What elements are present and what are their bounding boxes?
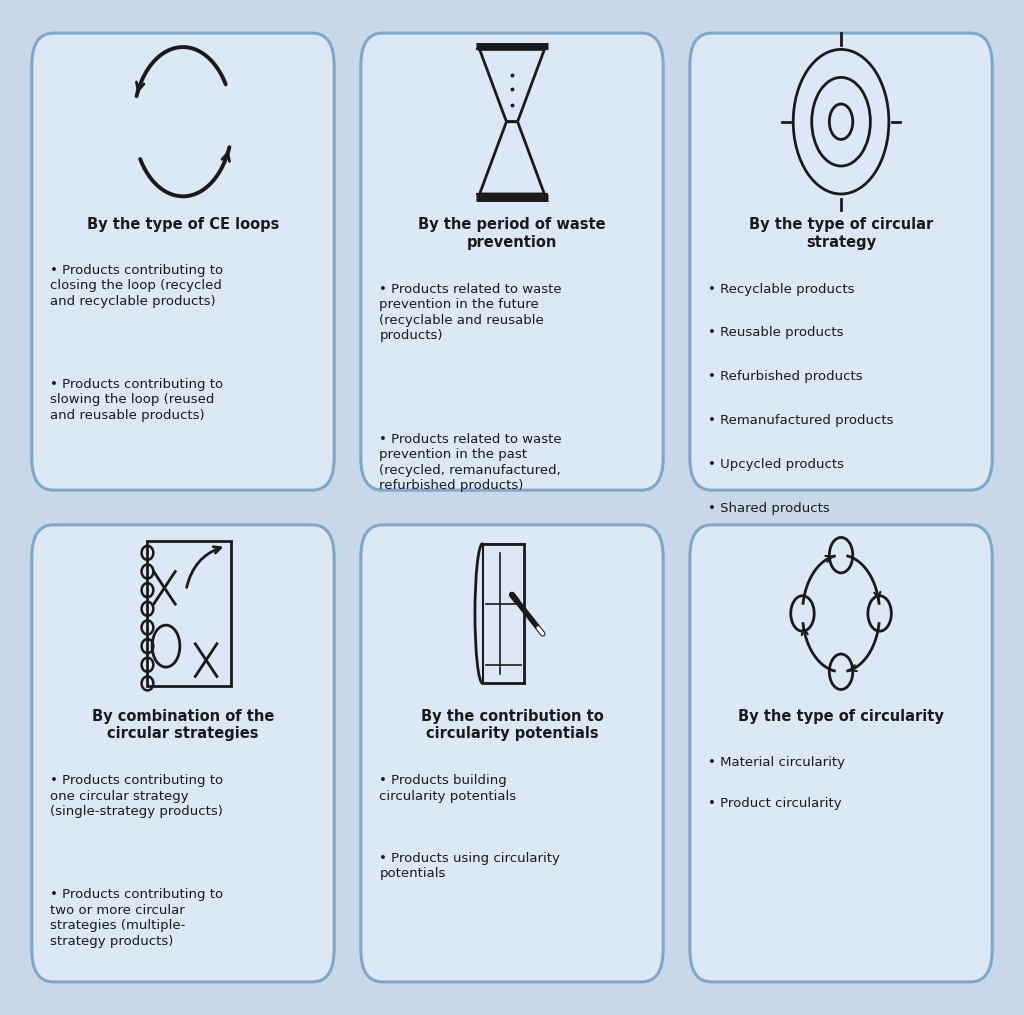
- FancyBboxPatch shape: [32, 525, 334, 982]
- FancyBboxPatch shape: [360, 525, 664, 982]
- Text: • Upcycled products: • Upcycled products: [709, 458, 845, 471]
- Text: • Products contributing to
one circular strategy
(single-strategy products): • Products contributing to one circular …: [50, 774, 223, 818]
- FancyBboxPatch shape: [690, 525, 992, 982]
- Text: • Product circularity: • Product circularity: [709, 797, 842, 810]
- Text: • Products contributing to
two or more circular
strategies (multiple-
strategy p: • Products contributing to two or more c…: [50, 888, 223, 948]
- FancyBboxPatch shape: [360, 33, 664, 490]
- Text: By combination of the
circular strategies: By combination of the circular strategie…: [92, 709, 274, 742]
- Text: • Remanufactured products: • Remanufactured products: [709, 414, 894, 427]
- Text: • Products contributing to
closing the loop (recycled
and recyclable products): • Products contributing to closing the l…: [50, 264, 223, 308]
- Text: • Recycled products: • Recycled products: [709, 590, 843, 603]
- Text: • Products related to waste
prevention in the future
(recyclable and reusable
pr: • Products related to waste prevention i…: [379, 282, 562, 342]
- Text: • Recyclable products: • Recyclable products: [709, 282, 855, 295]
- Text: By the contribution to
circularity potentials: By the contribution to circularity poten…: [421, 709, 603, 742]
- Text: By the type of CE loops: By the type of CE loops: [87, 217, 280, 232]
- Text: • Products building
circularity potentials: • Products building circularity potentia…: [379, 774, 516, 803]
- Text: By the type of circular
strategy: By the type of circular strategy: [749, 217, 933, 250]
- FancyBboxPatch shape: [32, 33, 334, 490]
- Text: • Shared products: • Shared products: [709, 501, 830, 515]
- Text: By the period of waste
prevention: By the period of waste prevention: [418, 217, 606, 250]
- Text: • Products related to waste
prevention in the past
(recycled, remanufactured,
re: • Products related to waste prevention i…: [379, 432, 562, 492]
- Text: • Reusable products: • Reusable products: [709, 327, 844, 339]
- Text: • Refurbished products: • Refurbished products: [709, 370, 863, 384]
- Text: • Products contributing to
slowing the loop (reused
and reusable products): • Products contributing to slowing the l…: [50, 378, 223, 422]
- FancyBboxPatch shape: [690, 33, 992, 490]
- Text: • Material circularity: • Material circularity: [709, 756, 846, 768]
- Text: By the type of circularity: By the type of circularity: [738, 709, 944, 724]
- Text: • Second-hand products: • Second-hand products: [709, 546, 870, 558]
- Text: • Products using circularity
potentials: • Products using circularity potentials: [379, 852, 560, 880]
